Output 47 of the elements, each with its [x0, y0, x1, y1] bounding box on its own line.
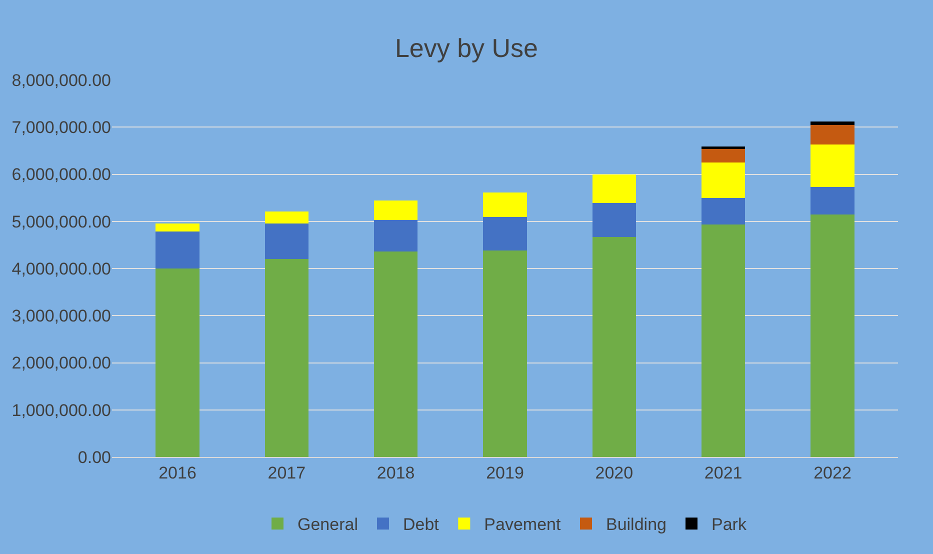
y-tick-label: 8,000,000.00: [12, 70, 111, 90]
bar: [702, 224, 746, 457]
bar: [702, 148, 746, 162]
x-tick-label: 2018: [376, 463, 415, 482]
bar: [702, 162, 746, 198]
y-tick-label: 1,000,000.00: [12, 400, 111, 420]
bar: [264, 259, 308, 457]
bar: [264, 211, 308, 224]
x-tick-label: 2021: [704, 463, 742, 482]
bar: [156, 232, 200, 268]
bar: [702, 146, 746, 149]
bar: [483, 217, 527, 251]
legend-label: Building: [606, 515, 666, 534]
chart-title: Levy by Use: [394, 32, 538, 63]
bar: [374, 252, 418, 457]
bar: [810, 144, 854, 187]
bar: [592, 174, 636, 203]
bar: [483, 250, 527, 457]
x-tick-label: 2017: [268, 463, 306, 482]
y-tick-label: 5,000,000.00: [12, 212, 111, 232]
legend-label: Park: [711, 515, 747, 534]
bar: [483, 192, 527, 218]
y-tick-label: 7,000,000.00: [12, 118, 111, 138]
legend-label: General: [298, 515, 358, 534]
bar: [592, 203, 636, 237]
y-tick-label: 3,000,000.00: [12, 306, 111, 326]
bar: [810, 121, 854, 126]
bar: [374, 220, 418, 252]
y-tick-label: 4,000,000.00: [12, 259, 111, 278]
x-tick-label: 2019: [486, 463, 524, 482]
bar: [702, 198, 746, 225]
bar: [810, 125, 854, 145]
legend-label: Pavement: [484, 515, 561, 534]
x-tick-label: 2022: [814, 463, 852, 482]
x-tick-label: 2020: [595, 463, 634, 482]
y-tick-label: 6,000,000.00: [12, 165, 111, 184]
x-tick-label: 2016: [158, 463, 196, 482]
bar: [592, 236, 636, 457]
y-tick-label: 2,000,000.00: [12, 354, 111, 373]
legend-label: Debt: [402, 515, 440, 534]
bar: [810, 214, 854, 457]
bar: [374, 200, 418, 220]
bar: [156, 224, 200, 232]
bar: [156, 268, 200, 457]
y-tick-label: 0.00: [78, 448, 111, 467]
bar: [264, 224, 308, 260]
bar: [810, 186, 854, 214]
